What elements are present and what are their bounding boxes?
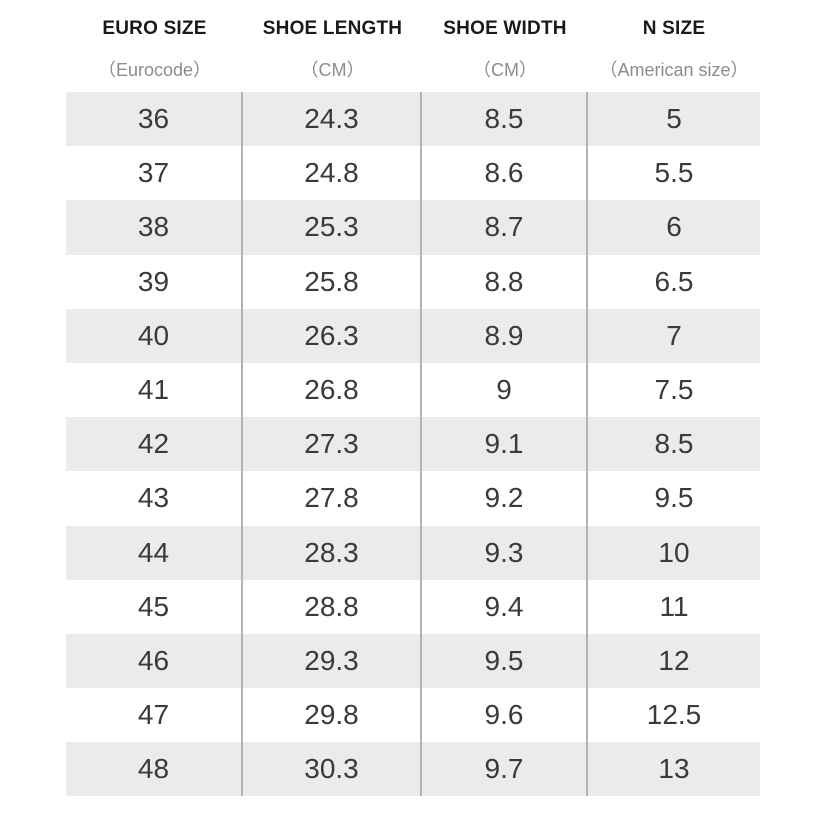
cell-euro-size: 40 xyxy=(66,308,243,363)
table-body: 36 24.3 8.5 5 37 24.8 8.6 5.5 38 25.3 8.7 6 39 25.8 8.… xyxy=(66,92,760,797)
cell-n-size: 7 xyxy=(666,319,682,351)
cell-euro-size: 41 xyxy=(66,362,243,418)
cell-euro-size: 37 xyxy=(66,146,243,201)
cell-n-size: 8.5 xyxy=(654,428,694,460)
header-shoe-length: SHOE LENGTH （CM） xyxy=(243,0,422,92)
cell-euro-size: 36 xyxy=(66,92,243,147)
header-shoe-width: SHOE WIDTH （CM） xyxy=(422,0,588,92)
table-row: 39 25.8 8.8 6.5 xyxy=(66,254,760,309)
cell-n-size: 9.5 xyxy=(654,482,694,514)
cell-n-size: 5.5 xyxy=(654,157,694,189)
size-chart-table: EURO SIZE （Eurocode） SHOE LENGTH （CM） SH… xyxy=(66,0,760,797)
cell-shoe-length: 24.8 xyxy=(243,146,422,201)
header-n-size: N SIZE （American size） xyxy=(588,0,760,92)
cell-shoe-length: 30.3 xyxy=(243,742,422,797)
table-row: 46 29.3 9.5 12 xyxy=(66,633,760,689)
table-row: 42 27.3 9.1 8.5 xyxy=(66,417,760,472)
cell-euro-size: 47 xyxy=(66,688,243,743)
header-subtitle: （American size） xyxy=(599,60,749,80)
cell-n-size: 5 xyxy=(666,103,682,135)
cell-shoe-length: 25.3 xyxy=(243,200,422,255)
table-row: 40 26.3 8.9 7 xyxy=(66,308,760,363)
table-row: 37 24.8 8.6 5.5 xyxy=(66,146,760,201)
cell-shoe-width: 9.7 xyxy=(422,742,588,797)
cell-euro-size: 38 xyxy=(66,200,243,255)
cell-euro-size: 46 xyxy=(66,633,243,689)
header-subtitle: （Eurocode） xyxy=(97,60,212,80)
cell-n-size: 11 xyxy=(659,590,689,622)
cell-shoe-width: 8.9 xyxy=(422,308,588,363)
header-title: SHOE LENGTH xyxy=(262,18,403,39)
table-row: 38 25.3 8.7 6 xyxy=(66,200,760,255)
cell-euro-size: 45 xyxy=(66,579,243,634)
cell-shoe-length: 29.3 xyxy=(243,633,422,689)
cell-shoe-width: 9 xyxy=(422,362,588,418)
cell-shoe-length: 27.8 xyxy=(243,471,422,526)
cell-euro-size: 39 xyxy=(66,254,243,309)
cell-shoe-width: 9.4 xyxy=(422,579,588,634)
table-header-row: EURO SIZE （Eurocode） SHOE LENGTH （CM） SH… xyxy=(66,0,760,92)
table-row: 41 26.8 9 7.5 xyxy=(66,362,760,418)
cell-n-size: 13 xyxy=(658,753,690,785)
cell-euro-size: 43 xyxy=(66,471,243,526)
table-row: 47 29.8 9.6 12.5 xyxy=(66,688,760,743)
cell-shoe-length: 25.8 xyxy=(243,254,422,309)
cell-shoe-width: 8.8 xyxy=(422,254,588,309)
cell-shoe-width: 9.1 xyxy=(422,417,588,472)
cell-euro-size: 48 xyxy=(66,742,243,797)
cell-n-size: 12 xyxy=(658,644,690,676)
cell-shoe-length: 26.8 xyxy=(243,362,422,418)
cell-n-size: 7.5 xyxy=(654,374,694,406)
header-euro-size: EURO SIZE （Eurocode） xyxy=(66,0,243,92)
header-title: N SIZE xyxy=(642,18,706,39)
cell-shoe-width: 9.2 xyxy=(422,471,588,526)
cell-n-size: 12.5 xyxy=(646,699,702,731)
cell-n-size: 6 xyxy=(666,211,682,243)
cell-shoe-width: 9.5 xyxy=(422,633,588,689)
cell-shoe-length: 24.3 xyxy=(243,92,422,147)
cell-shoe-length: 29.8 xyxy=(243,688,422,743)
table-row: 45 28.8 9.4 11 xyxy=(66,579,760,634)
cell-euro-size: 44 xyxy=(66,525,243,580)
cell-euro-size: 42 xyxy=(66,417,243,472)
cell-shoe-width: 9.6 xyxy=(422,688,588,743)
cell-shoe-length: 28.3 xyxy=(243,525,422,580)
cell-shoe-width: 9.3 xyxy=(422,525,588,580)
cell-shoe-length: 27.3 xyxy=(243,417,422,472)
table-row: 48 30.3 9.7 13 xyxy=(66,742,760,797)
cell-n-size: 10 xyxy=(658,536,690,568)
cell-n-size: 6.5 xyxy=(654,265,694,297)
cell-shoe-width: 8.5 xyxy=(422,92,588,147)
table-row: 36 24.3 8.5 5 xyxy=(66,92,760,147)
cell-shoe-width: 8.7 xyxy=(422,200,588,255)
header-title: SHOE WIDTH xyxy=(443,18,567,39)
table-row: 44 28.3 9.3 10 xyxy=(66,525,760,580)
cell-shoe-length: 28.8 xyxy=(243,579,422,634)
header-title: EURO SIZE xyxy=(102,18,207,39)
cell-shoe-width: 8.6 xyxy=(422,146,588,201)
header-subtitle: （CM） xyxy=(473,60,537,80)
header-subtitle: （CM） xyxy=(300,60,365,80)
cell-shoe-length: 26.3 xyxy=(243,308,422,363)
table-row: 43 27.8 9.2 9.5 xyxy=(66,471,760,526)
